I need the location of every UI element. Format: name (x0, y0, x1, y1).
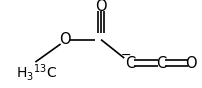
Text: −: − (121, 49, 131, 62)
Text: H$_3$$^{13}$C: H$_3$$^{13}$C (16, 62, 57, 83)
Text: C: C (157, 56, 167, 71)
Text: C: C (125, 56, 135, 71)
Text: O: O (59, 32, 70, 47)
Text: O: O (95, 0, 107, 14)
Text: O: O (185, 56, 197, 71)
